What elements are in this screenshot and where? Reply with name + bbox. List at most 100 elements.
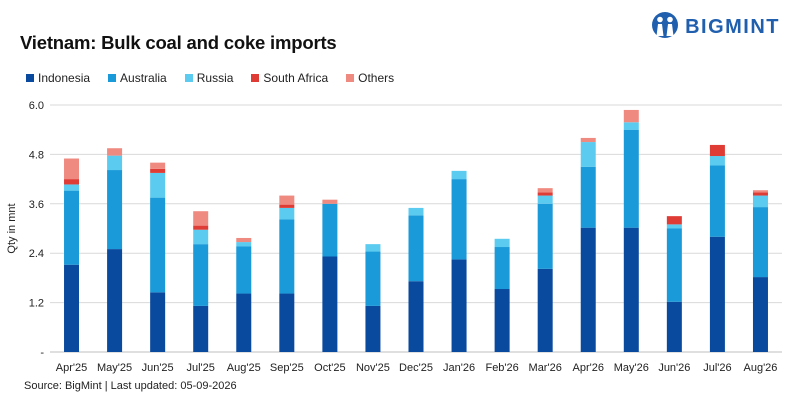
bar-segment-russia <box>150 172 166 198</box>
x-tick-label: Jul'25 <box>187 362 215 374</box>
y-tick-label: 3.6 <box>29 199 44 211</box>
bar-segment-indonesia <box>623 227 639 352</box>
bar-segment-indonesia <box>279 293 295 352</box>
bar-segment-indonesia <box>236 293 252 352</box>
bar-segment-indonesia <box>580 227 596 352</box>
bar-segment-south-africa <box>537 192 553 196</box>
bar-segment-russia <box>494 238 510 248</box>
x-tick-label: Oct'25 <box>314 362 345 374</box>
bar-segment-australia <box>494 247 510 290</box>
bar-segment-indonesia <box>537 268 553 352</box>
bar-segment-others <box>752 190 768 193</box>
x-tick-label: Apr'26 <box>573 362 604 374</box>
bar-segment-russia <box>709 156 725 166</box>
legend-item: Others <box>346 71 394 85</box>
bar-segment-indonesia <box>107 249 123 352</box>
y-tick-label: 4.8 <box>29 149 44 161</box>
brand-name: BIGMINT <box>685 15 780 38</box>
bar-segment-indonesia <box>666 301 682 352</box>
x-tick-label: Dec'25 <box>399 362 433 374</box>
bar-segment-russia <box>752 195 768 208</box>
y-axis-label: Qty in mnt <box>6 203 18 253</box>
bar-segment-australia <box>537 203 553 269</box>
bar-segment-indonesia <box>709 236 725 352</box>
bar-segment-others <box>537 188 553 193</box>
bar-segment-australia <box>666 228 682 302</box>
y-tick-label: - <box>40 347 44 359</box>
bar-segment-south-africa <box>279 204 295 208</box>
legend-item: Russia <box>184 71 234 85</box>
legend-label: Others <box>358 71 395 85</box>
bar-segment-russia <box>451 170 467 180</box>
y-tick-label: 1.2 <box>29 298 44 310</box>
x-tick-label: Apr'25 <box>56 362 87 374</box>
bar-segment-south-africa <box>709 144 725 157</box>
legend-item: Australia <box>108 71 167 85</box>
bar-segment-australia <box>365 251 381 306</box>
bar-segment-indonesia <box>752 277 768 352</box>
bar-segment-australia <box>236 246 252 294</box>
legend-swatch <box>184 74 193 82</box>
x-tick-label: Aug'26 <box>744 362 778 374</box>
x-tick-label: Sep'25 <box>270 362 304 374</box>
x-tick-label: Aug'25 <box>227 362 261 374</box>
x-tick-label: Jul'26 <box>703 362 731 374</box>
bar-segment-russia <box>193 229 209 245</box>
x-tick-label: Mar'26 <box>529 362 562 374</box>
bar-segment-south-africa <box>150 168 166 173</box>
bar-segment-indonesia <box>365 305 381 352</box>
x-tick-label: Jan'26 <box>443 362 475 374</box>
bar-segment-south-africa <box>64 179 80 185</box>
legend-item: Indonesia <box>26 71 90 85</box>
y-tick-label: 6.0 <box>29 100 44 112</box>
bigmint-people-icon <box>651 11 679 44</box>
bar-segment-indonesia <box>322 256 338 352</box>
bar-segment-russia <box>408 207 424 216</box>
bar-segment-south-africa <box>666 216 682 225</box>
x-tick-label: Jun'26 <box>658 362 690 374</box>
legend-label: Russia <box>196 71 234 85</box>
bar-segment-australia <box>193 244 209 306</box>
bar-segment-russia <box>64 184 80 191</box>
bar-segment-australia <box>322 203 338 257</box>
bar-segment-russia <box>580 142 596 167</box>
bar-segment-australia <box>408 215 424 282</box>
bar-segment-australia <box>150 197 166 293</box>
bar-segment-others <box>236 237 252 243</box>
bar-segment-australia <box>623 129 639 228</box>
bar-segment-australia <box>107 170 123 250</box>
legend-label: Australia <box>120 71 167 85</box>
legend-label: South Africa <box>263 71 329 85</box>
y-tick-label: 2.4 <box>29 248 44 260</box>
bar-segment-australia <box>64 190 80 265</box>
bar-segment-australia <box>451 179 467 260</box>
x-tick-label: May'26 <box>614 362 649 374</box>
bar-segment-others <box>193 211 209 226</box>
x-tick-label: Nov'25 <box>356 362 390 374</box>
bar-segment-south-africa <box>752 192 768 196</box>
legend-swatch <box>346 74 355 82</box>
chart-title: Vietnam: Bulk coal and coke imports <box>20 32 337 53</box>
bar-segment-others <box>107 148 123 156</box>
bar-segment-others <box>279 195 295 205</box>
legend-swatch <box>108 74 117 82</box>
bar-segment-australia <box>279 219 295 294</box>
bar-segment-australia <box>580 166 596 228</box>
bar-segment-others <box>623 109 639 123</box>
bar-segment-others <box>580 137 596 143</box>
bar-segment-russia <box>537 195 553 204</box>
x-tick-label: Jun'25 <box>142 362 174 374</box>
bar-segment-russia <box>236 242 252 247</box>
bar-segment-russia <box>107 155 123 171</box>
bar-segment-russia <box>623 122 639 130</box>
x-tick-label: Feb'26 <box>485 362 518 374</box>
bar-segment-australia <box>709 165 725 237</box>
legend-swatch <box>26 74 34 82</box>
bar-segment-others <box>322 199 338 204</box>
legend-swatch <box>251 74 260 82</box>
bar-segment-others <box>150 162 166 169</box>
source-note: Source: BigMint | Last updated: 05-09-20… <box>24 380 237 392</box>
bar-segment-indonesia <box>193 305 209 352</box>
bar-segment-russia <box>279 207 295 220</box>
